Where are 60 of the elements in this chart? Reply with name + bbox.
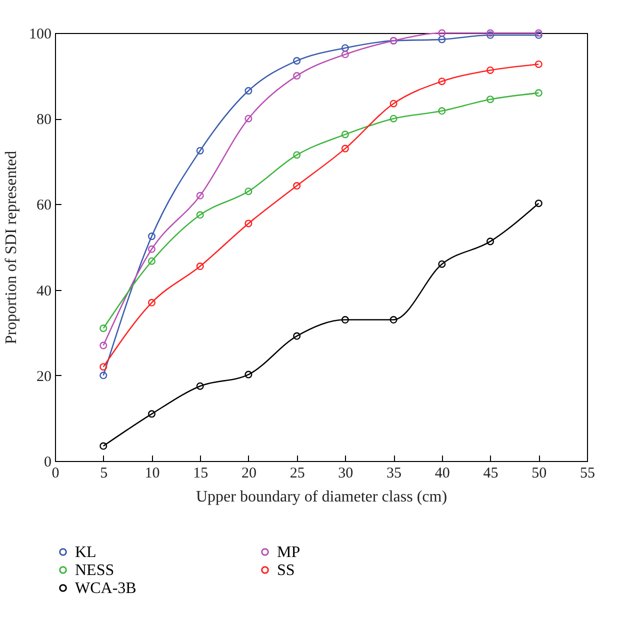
x-tick-label: 15 <box>193 466 208 482</box>
point <box>438 260 446 268</box>
point <box>196 382 204 390</box>
point <box>244 370 252 378</box>
point <box>293 151 301 159</box>
point <box>148 410 156 418</box>
point <box>196 211 204 219</box>
point <box>293 72 301 80</box>
point <box>244 87 252 95</box>
point <box>148 257 156 265</box>
y-tick-label: 0 <box>44 454 52 470</box>
x-tick-label: 10 <box>144 466 160 482</box>
legend-label: WCA-3B <box>75 580 136 597</box>
y-tick-label: 20 <box>36 368 52 385</box>
point <box>390 100 398 108</box>
x-tick-label: 55 <box>580 466 595 482</box>
x-tick-label: 40 <box>434 466 450 482</box>
x-tick-label: 5 <box>100 466 108 482</box>
point <box>438 78 446 86</box>
point <box>486 96 494 104</box>
x-tick-label: 45 <box>483 466 498 482</box>
y-tick-label: 80 <box>36 112 52 128</box>
x-tick-label: 30 <box>338 466 354 482</box>
legend-label: SS <box>277 562 295 579</box>
x-axis-title: Upper boundary of diameter class (cm) <box>196 488 448 506</box>
point <box>341 50 349 58</box>
point <box>438 36 446 44</box>
point <box>486 238 494 246</box>
point <box>148 298 156 306</box>
point <box>196 262 204 270</box>
point <box>293 182 301 190</box>
point <box>244 220 252 228</box>
y-tick-label: 40 <box>36 283 52 300</box>
point <box>196 146 204 154</box>
point <box>148 245 156 253</box>
point <box>341 130 349 138</box>
y-tick-label: 100 <box>29 26 52 42</box>
x-tick-label: 25 <box>290 466 305 482</box>
point <box>390 114 398 122</box>
x-tick-label: 50 <box>532 466 547 482</box>
legend-label: KL <box>75 544 96 561</box>
point <box>341 44 349 52</box>
point <box>390 316 398 324</box>
point <box>293 332 301 340</box>
point <box>486 66 494 74</box>
point <box>244 188 252 196</box>
legend-label: MP <box>277 544 300 561</box>
point <box>341 316 349 324</box>
point <box>438 29 446 37</box>
point <box>293 57 301 65</box>
x-tick-label: 20 <box>241 466 256 482</box>
y-axis-title: Proportion of SDI represented <box>3 150 20 344</box>
point <box>148 232 156 240</box>
x-tick-label: 35 <box>386 466 402 482</box>
y-tick-label: 60 <box>36 198 52 214</box>
point <box>244 114 252 122</box>
point <box>438 107 446 115</box>
point <box>341 144 349 152</box>
legend-label: NESS <box>75 562 114 579</box>
point <box>196 192 204 200</box>
